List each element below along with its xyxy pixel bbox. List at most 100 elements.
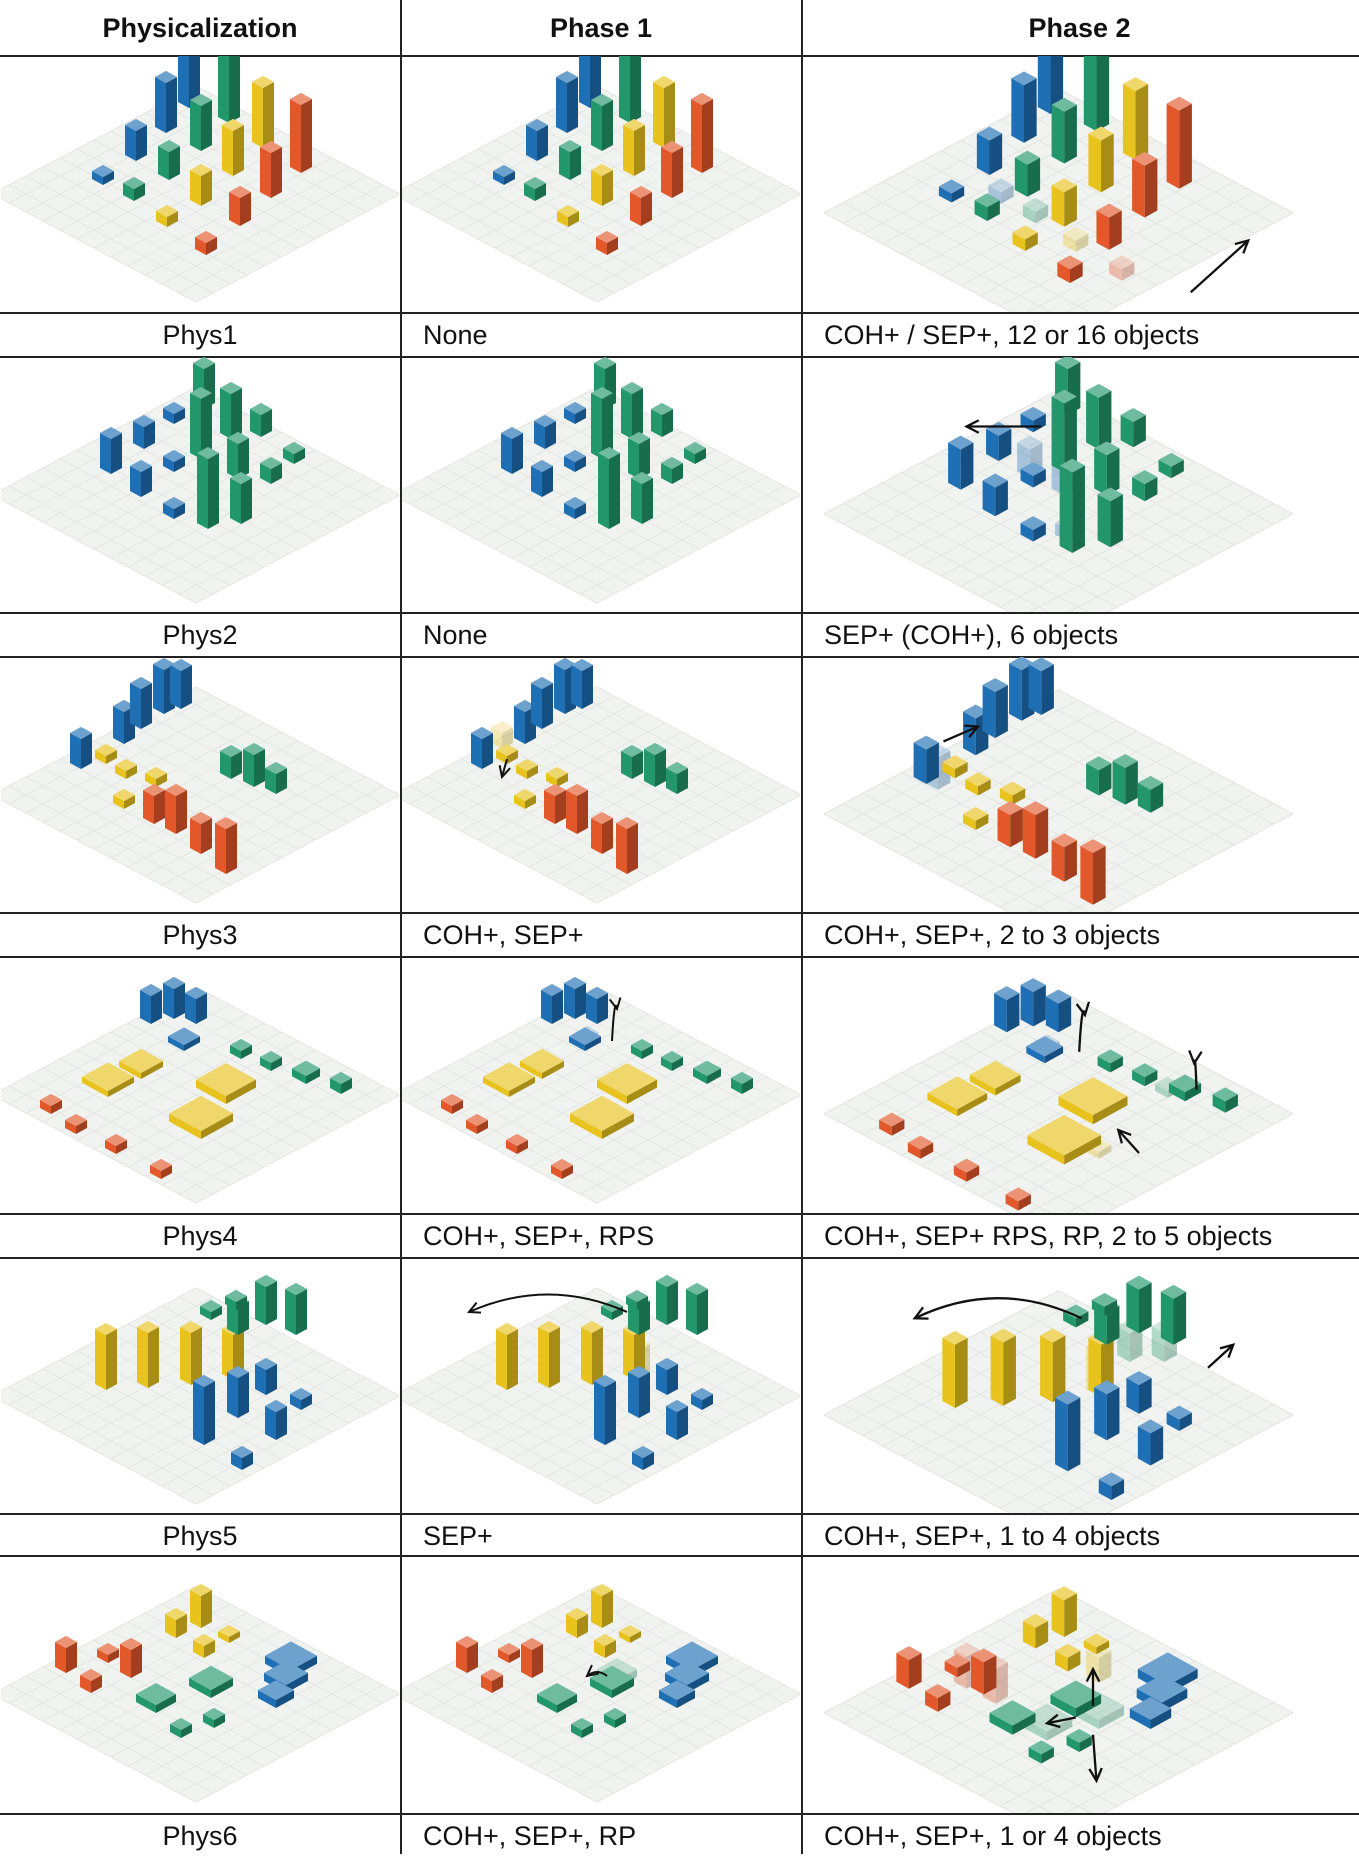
- floor-grid-line: [195, 1395, 399, 1505]
- data-bar: [466, 1113, 488, 1134]
- data-bar: [1166, 1405, 1192, 1431]
- data-bar: [265, 761, 287, 794]
- data-bar: [544, 783, 566, 824]
- floor-grid-line: [823, 1712, 1015, 1813]
- data-bar: [1055, 1390, 1081, 1472]
- floor-grid-line: [409, 485, 615, 595]
- data-bar: [879, 1112, 905, 1136]
- data-bar: [571, 658, 593, 709]
- data-bar: [190, 163, 212, 206]
- data-bar: [948, 435, 974, 490]
- data-bar: [180, 1320, 202, 1385]
- data-bar: [65, 1113, 87, 1134]
- data-bar: [521, 1637, 543, 1678]
- data-bar: [193, 1374, 215, 1445]
- data-bar: [604, 1707, 626, 1728]
- data-bar: [938, 179, 965, 203]
- movement-arrow: [498, 758, 511, 780]
- data-bar: [942, 1330, 968, 1408]
- data-bar: [120, 1637, 142, 1678]
- data-bar: [40, 1093, 62, 1114]
- data-bar: [150, 1158, 172, 1179]
- floor-plane: [1, 687, 399, 903]
- data-bar: [195, 230, 217, 255]
- floor-grid-line: [402, 799, 598, 904]
- floor-grid-line: [579, 184, 785, 294]
- data-bar: [1094, 1380, 1120, 1441]
- data-bar: [990, 1328, 1016, 1406]
- data-bar: [551, 1158, 573, 1179]
- data-bar: [579, 56, 601, 108]
- data-bar: [258, 1680, 294, 1708]
- phase-1-description: COH+, SEP+, RP: [423, 1820, 637, 1851]
- movement-arrow: [585, 1664, 608, 1678]
- data-bar: [557, 204, 579, 227]
- floor-grid-line: [1, 799, 197, 904]
- floor-grid-line: [1106, 1414, 1294, 1513]
- data-bar: [541, 983, 563, 1024]
- floor-grid-line: [843, 803, 1050, 912]
- data-bar: [55, 1635, 77, 1673]
- data-bar: [140, 983, 162, 1024]
- data-bar: [1051, 178, 1077, 227]
- floor-grid-line: [862, 1393, 1089, 1513]
- data-bar: [1212, 1087, 1238, 1113]
- floor-grid-line: [426, 776, 632, 886]
- data-bar: [230, 1038, 252, 1059]
- data-bar: [215, 816, 237, 874]
- floor-grid-line: [596, 494, 800, 604]
- floor-grid-line: [1067, 1404, 1274, 1513]
- data-bar: [178, 56, 200, 108]
- floor-grid-line: [823, 813, 1011, 912]
- physicalization-figure: [402, 56, 800, 312]
- data-bar: [1022, 801, 1049, 859]
- physicalization-figure: [1, 957, 399, 1213]
- data-bar: [1080, 839, 1106, 905]
- data-bar: [170, 658, 192, 709]
- floor-grid-line: [426, 175, 632, 285]
- data-bar: [498, 1642, 520, 1663]
- data-bar: [290, 92, 312, 173]
- data-bar: [586, 986, 608, 1024]
- data-bar: [731, 1071, 753, 1094]
- data-bar: [168, 1027, 200, 1051]
- data-bar: [1020, 516, 1046, 542]
- floor-grid-line: [823, 1414, 1011, 1513]
- caption-divider: [0, 1213, 1359, 1215]
- physicalization-figure: [1, 357, 399, 612]
- column-divider: [400, 0, 402, 1854]
- floor-grid-line: [843, 1404, 1050, 1513]
- data-bar: [531, 676, 553, 729]
- data-bar: [163, 976, 185, 1019]
- data-bar: [193, 1633, 215, 1658]
- header-phase-2: Phase 2: [1028, 12, 1131, 43]
- data-bar: [516, 758, 538, 779]
- data-bar: [496, 743, 518, 764]
- data-bar: [596, 230, 618, 255]
- floor-grid-line: [195, 193, 399, 303]
- floor-grid-line: [178, 1085, 384, 1195]
- data-bar: [656, 1357, 678, 1395]
- data-bar: [1091, 1292, 1118, 1316]
- data-bar: [1126, 1371, 1152, 1414]
- floor-grid-line: [596, 1693, 800, 1803]
- floor-grid-line: [402, 1698, 598, 1803]
- data-bar: [218, 56, 240, 123]
- movement-arrow: [1044, 1713, 1076, 1729]
- data-bar: [594, 1374, 616, 1445]
- data-bar: [95, 1322, 117, 1390]
- floor-grid-line: [579, 485, 785, 595]
- floor-grid-line: [862, 492, 1089, 612]
- data-bar: [229, 185, 251, 226]
- phase-2-description: SEP+ (COH+), 6 objects: [824, 619, 1119, 650]
- data-bar: [255, 1274, 277, 1325]
- data-bar: [913, 735, 939, 784]
- movement-arrow: [1188, 1050, 1203, 1090]
- movement-arrow: [608, 997, 622, 1042]
- floor-grid-line: [1067, 803, 1274, 912]
- floor-grid-line: [178, 184, 384, 294]
- data-bar: [123, 176, 145, 201]
- floor-grid-line: [1065, 202, 1274, 312]
- floor-grid-line: [8, 184, 214, 294]
